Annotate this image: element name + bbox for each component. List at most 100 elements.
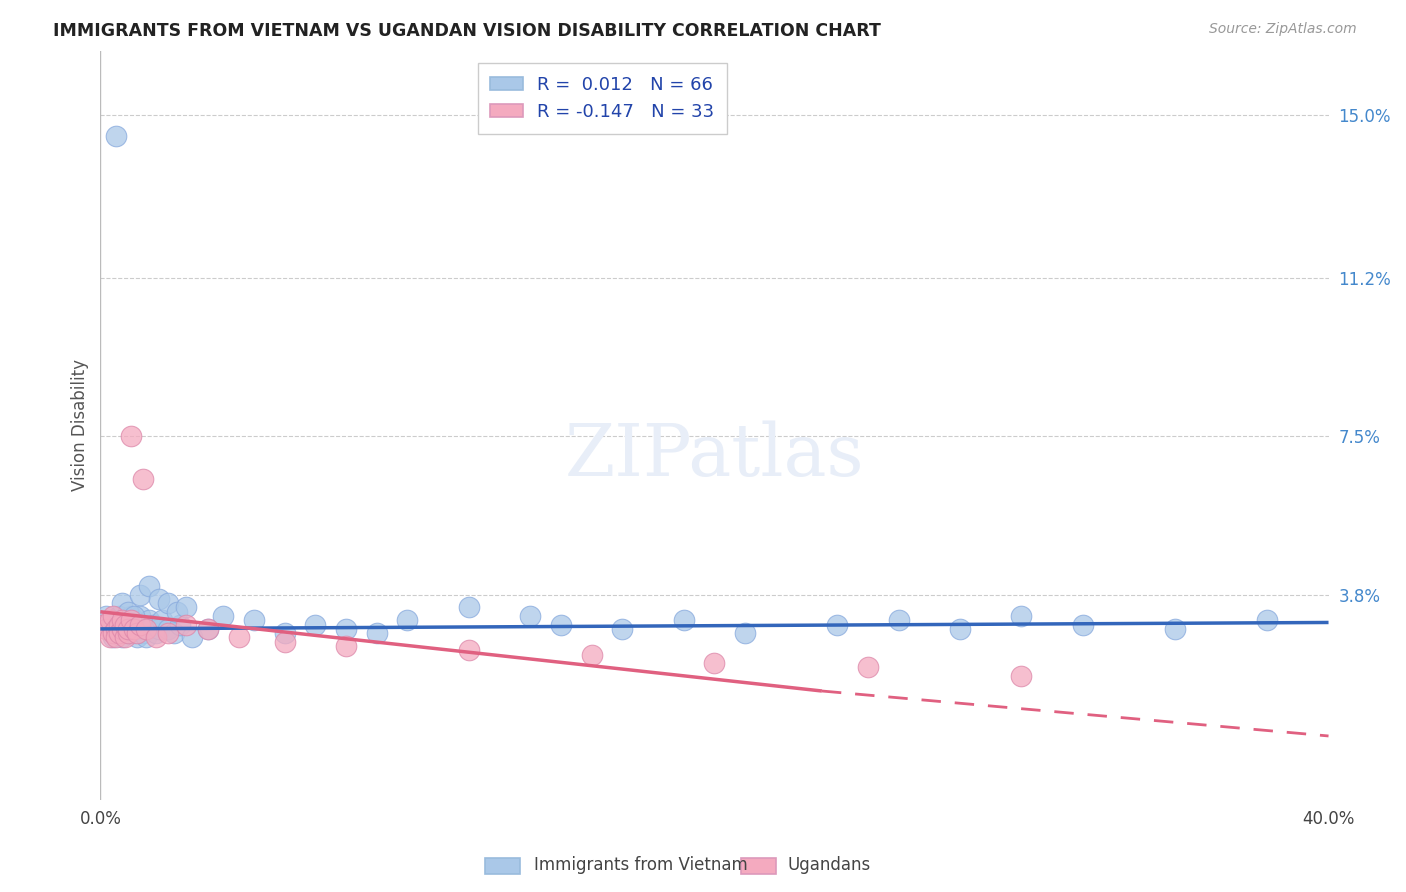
Text: Immigrants from Vietnam: Immigrants from Vietnam — [534, 856, 748, 874]
Point — [1256, 613, 1278, 627]
Point — [550, 617, 572, 632]
Point — [228, 631, 250, 645]
Point — [156, 596, 179, 610]
Point — [104, 129, 127, 144]
Point — [457, 600, 479, 615]
Point — [107, 609, 129, 624]
Text: Source: ZipAtlas.com: Source: ZipAtlas.com — [1209, 22, 1357, 37]
Point — [145, 626, 167, 640]
Point — [181, 631, 204, 645]
Point — [169, 617, 191, 632]
Point — [117, 626, 139, 640]
Point — [150, 613, 173, 627]
Point — [104, 626, 127, 640]
Point — [273, 634, 295, 648]
Point — [612, 622, 634, 636]
Point — [104, 631, 127, 645]
Point — [132, 617, 155, 632]
Point — [148, 622, 170, 636]
Point — [127, 617, 149, 632]
Point — [672, 613, 695, 627]
Point — [104, 622, 127, 636]
Point — [243, 613, 266, 627]
Point — [197, 622, 219, 636]
Point — [366, 626, 388, 640]
Point — [114, 622, 136, 636]
Point — [734, 626, 756, 640]
Point — [107, 626, 129, 640]
Point — [114, 613, 136, 627]
Point — [335, 622, 357, 636]
Point — [120, 609, 142, 624]
Point — [132, 472, 155, 486]
Point — [122, 626, 145, 640]
Point — [135, 631, 157, 645]
Point — [1071, 617, 1094, 632]
Text: ZIPatlas: ZIPatlas — [565, 420, 865, 491]
Point — [127, 626, 149, 640]
Point — [856, 660, 879, 674]
Point — [107, 617, 129, 632]
Point — [457, 643, 479, 657]
Point — [101, 613, 124, 627]
Point — [519, 609, 541, 624]
Point — [156, 622, 179, 636]
Point — [176, 600, 198, 615]
Point — [101, 631, 124, 645]
Point — [304, 617, 326, 632]
Point — [135, 622, 157, 636]
Point — [96, 609, 118, 624]
Point — [117, 617, 139, 632]
Point — [197, 622, 219, 636]
Point — [98, 613, 121, 627]
Point — [104, 617, 127, 632]
Y-axis label: Vision Disability: Vision Disability — [72, 359, 89, 491]
Point — [120, 429, 142, 443]
Point — [163, 626, 186, 640]
Point — [138, 579, 160, 593]
Point — [111, 613, 134, 627]
Point — [114, 617, 136, 632]
Point — [1011, 669, 1033, 683]
Point — [129, 622, 152, 636]
Point — [122, 613, 145, 627]
Point — [1164, 622, 1187, 636]
Point — [111, 617, 134, 632]
Point — [335, 639, 357, 653]
Point — [141, 617, 163, 632]
Point — [122, 609, 145, 624]
Point — [117, 626, 139, 640]
Point — [117, 605, 139, 619]
Point — [129, 609, 152, 624]
Point — [825, 617, 848, 632]
Text: Ugandans: Ugandans — [787, 856, 870, 874]
Point — [156, 626, 179, 640]
Point — [120, 622, 142, 636]
Point — [98, 631, 121, 645]
Point — [135, 622, 157, 636]
Point — [148, 591, 170, 606]
Point — [129, 588, 152, 602]
Point — [93, 617, 115, 632]
Point — [96, 622, 118, 636]
Text: IMMIGRANTS FROM VIETNAM VS UGANDAN VISION DISABILITY CORRELATION CHART: IMMIGRANTS FROM VIETNAM VS UGANDAN VISIO… — [53, 22, 882, 40]
Point — [176, 617, 198, 632]
Point — [111, 596, 134, 610]
Point — [117, 622, 139, 636]
Point — [581, 648, 603, 662]
Point — [111, 622, 134, 636]
Point — [273, 626, 295, 640]
Point — [101, 626, 124, 640]
Point — [166, 605, 188, 619]
Point — [396, 613, 419, 627]
Point — [703, 656, 725, 670]
Point — [127, 631, 149, 645]
Point — [887, 613, 910, 627]
Point — [101, 609, 124, 624]
Point — [98, 622, 121, 636]
Point — [132, 626, 155, 640]
Point — [145, 631, 167, 645]
Point — [114, 631, 136, 645]
Point — [120, 613, 142, 627]
Point — [129, 617, 152, 632]
